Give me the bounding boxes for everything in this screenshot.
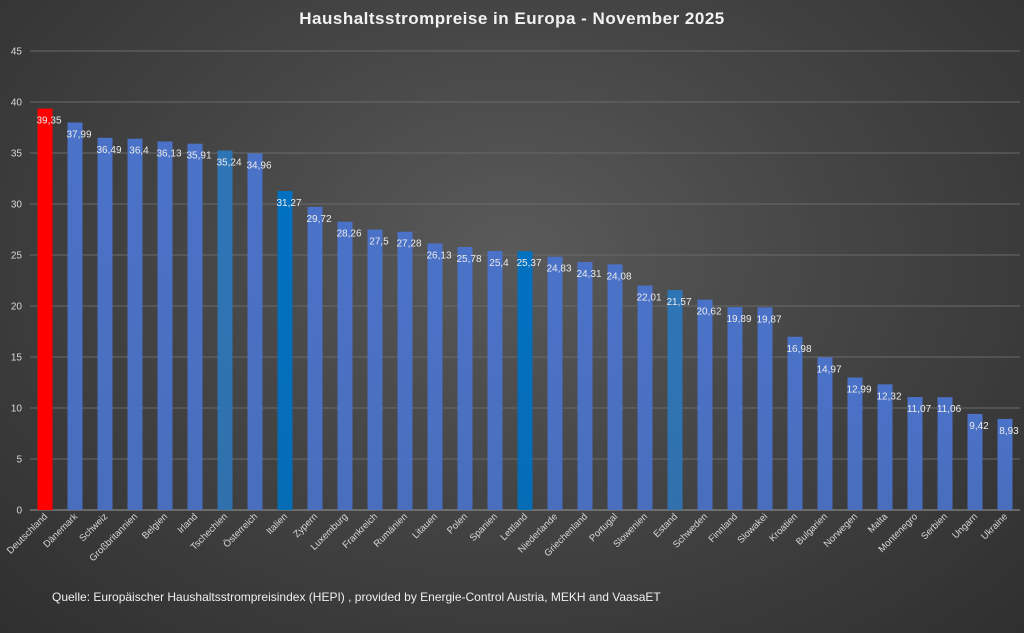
bar bbox=[817, 357, 833, 510]
bar bbox=[847, 377, 863, 510]
bar bbox=[877, 384, 893, 510]
data-label: 24,31 bbox=[576, 269, 601, 280]
data-label: 9,42 bbox=[969, 421, 989, 432]
data-label: 19,89 bbox=[726, 314, 751, 325]
bar bbox=[397, 231, 413, 510]
bar bbox=[547, 256, 563, 510]
x-axis-labels: DeutschlandDänemarkSchweizGroßbritannien… bbox=[5, 511, 1010, 564]
data-label: 22,01 bbox=[636, 292, 661, 303]
data-label: 8,93 bbox=[999, 426, 1019, 437]
source-note: Quelle: Europäischer Haushaltsstrompreis… bbox=[52, 590, 661, 604]
bar bbox=[457, 247, 473, 510]
data-label: 21,57 bbox=[666, 297, 691, 308]
y-tick-label: 45 bbox=[11, 47, 23, 58]
bar bbox=[667, 289, 683, 510]
category-label: Deutschland bbox=[5, 511, 50, 556]
chart-title: Haushaltsstrompreise in Europa - Novembe… bbox=[299, 9, 725, 28]
data-label: 39,35 bbox=[36, 116, 61, 127]
y-axis-ticks: 0 5 10 15 20 25 30 35 40 45 bbox=[11, 47, 23, 517]
data-label: 20,62 bbox=[696, 307, 721, 318]
data-label: 36,13 bbox=[156, 148, 181, 159]
data-label: 31,27 bbox=[276, 198, 301, 209]
data-label: 12,32 bbox=[876, 391, 901, 402]
data-label: 25,4 bbox=[489, 258, 509, 269]
y-tick-label: 5 bbox=[16, 455, 22, 466]
bar bbox=[907, 397, 923, 510]
data-labels: 39,35 37,99 36,49 36,4 36,13 35,91 35,24 34,96 3… bbox=[36, 116, 1019, 437]
category-label: Ungarn bbox=[950, 511, 980, 541]
data-label: 29,72 bbox=[306, 214, 331, 225]
data-label: 27,28 bbox=[396, 239, 421, 250]
bar bbox=[307, 206, 323, 510]
y-tick-label: 25 bbox=[11, 251, 23, 262]
category-label: Spanien bbox=[468, 511, 500, 543]
bar bbox=[577, 262, 593, 510]
category-label: Ukraine bbox=[979, 511, 1010, 542]
bar bbox=[157, 141, 173, 510]
bar bbox=[367, 229, 383, 510]
bar bbox=[277, 191, 293, 510]
data-label: 36,4 bbox=[129, 146, 149, 157]
bar bbox=[787, 336, 803, 510]
bar bbox=[607, 264, 623, 510]
data-label: 35,91 bbox=[186, 151, 211, 162]
data-label: 14,97 bbox=[816, 364, 841, 375]
bars bbox=[37, 108, 1013, 511]
category-label: Slowakei bbox=[735, 511, 770, 546]
category-label: Zypern bbox=[291, 511, 320, 540]
y-tick-label: 10 bbox=[11, 404, 23, 415]
bar bbox=[727, 307, 743, 510]
y-tick-label: 40 bbox=[11, 98, 23, 109]
data-label: 27,5 bbox=[369, 237, 389, 248]
bar bbox=[637, 285, 653, 510]
data-label: 25,37 bbox=[516, 258, 541, 269]
bar bbox=[997, 418, 1013, 510]
bar bbox=[337, 221, 353, 511]
category-label: Irland bbox=[176, 511, 201, 536]
bar bbox=[97, 137, 113, 510]
bar bbox=[37, 108, 53, 510]
bar bbox=[937, 397, 953, 510]
bar bbox=[217, 150, 233, 510]
bar bbox=[427, 243, 443, 510]
bar bbox=[187, 143, 203, 510]
y-tick-label: 35 bbox=[11, 149, 23, 160]
bar bbox=[697, 299, 713, 510]
y-tick-label: 30 bbox=[11, 200, 23, 211]
bar bbox=[967, 413, 983, 510]
category-label: Serbien bbox=[919, 511, 950, 542]
category-label: Belgien bbox=[140, 511, 170, 541]
data-label: 25,78 bbox=[456, 254, 481, 265]
data-label: 12,99 bbox=[846, 385, 871, 396]
category-label: Polen bbox=[445, 511, 470, 536]
data-label: 16,98 bbox=[786, 344, 811, 355]
category-label: Estand bbox=[651, 511, 680, 540]
data-label: 35,24 bbox=[216, 158, 241, 169]
data-label: 34,96 bbox=[246, 160, 271, 171]
data-label: 26,13 bbox=[426, 250, 451, 261]
bar bbox=[247, 153, 263, 510]
data-label: 36,49 bbox=[96, 145, 121, 156]
data-label: 24,08 bbox=[606, 271, 631, 282]
category-label: Finnland bbox=[707, 511, 741, 545]
bar bbox=[757, 307, 773, 510]
y-tick-label: 15 bbox=[11, 353, 23, 364]
data-label: 24,83 bbox=[546, 264, 571, 275]
category-label: Litauen bbox=[410, 511, 440, 541]
data-label: 37,99 bbox=[66, 130, 91, 141]
bar bbox=[487, 250, 503, 511]
category-label: Italien bbox=[264, 511, 290, 537]
y-tick-label: 20 bbox=[11, 302, 23, 313]
bar bbox=[517, 251, 533, 510]
bar bbox=[127, 138, 143, 510]
data-label: 11,07 bbox=[907, 404, 932, 415]
data-label: 19,87 bbox=[756, 314, 781, 325]
y-tick-label: 0 bbox=[16, 506, 22, 517]
category-label: Malta bbox=[866, 511, 891, 536]
data-label: 28,26 bbox=[336, 229, 361, 240]
bar bbox=[67, 122, 83, 510]
data-label: 11,06 bbox=[937, 404, 962, 415]
